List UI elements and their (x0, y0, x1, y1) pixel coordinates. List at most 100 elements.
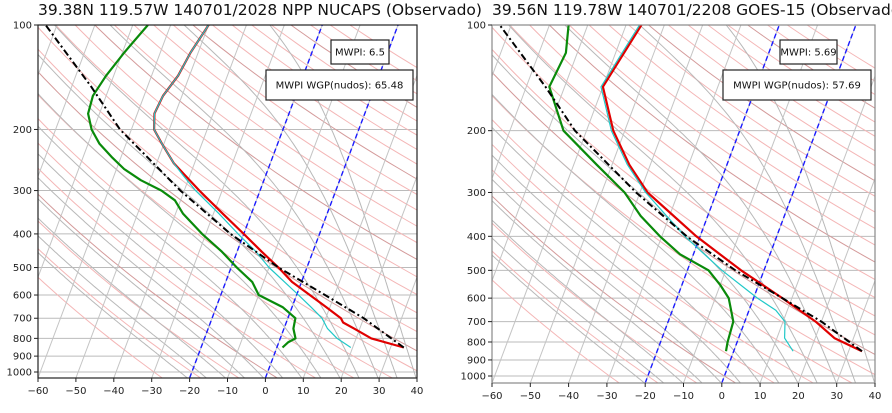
y-tick-label: 800 (467, 337, 486, 348)
dry-adiabat (153, 25, 417, 211)
isotherm (797, 177, 875, 383)
x-tick-label: −60 (481, 391, 502, 402)
moist-adiabat (38, 53, 341, 378)
x-tick-label: −10 (673, 391, 694, 402)
isotherm (378, 275, 417, 378)
x-tick-label: −30 (596, 391, 617, 402)
dry-adiabat (38, 26, 417, 314)
dry-adiabat (529, 25, 875, 281)
isotherm (529, 25, 665, 383)
moist-adiabat (38, 153, 284, 378)
dry-adiabat (492, 71, 875, 356)
mwpi-wgp-annotation: MWPI WGP(nudos): 65.48 (265, 69, 414, 101)
dry-adiabat (38, 48, 417, 333)
moist-adiabat (38, 92, 322, 378)
dry-adiabat (492, 118, 853, 383)
chart-title: 39.38N 119.57W 140701/2028 NPP NUCAPS (O… (38, 1, 482, 19)
dry-adiabat (38, 276, 163, 378)
x-tick-label: −60 (27, 386, 48, 397)
x-tick-label: −10 (217, 386, 238, 397)
dewpoint-profile (548, 25, 735, 352)
x-tick-label: 10 (754, 391, 767, 402)
dry-adiabat (568, 25, 875, 246)
isotherm (38, 25, 134, 279)
dry-adiabat (38, 220, 240, 378)
x-tick-label: −50 (520, 391, 541, 402)
x-tick-label: 20 (792, 391, 805, 402)
x-tick-label: 10 (297, 386, 310, 397)
dry-adiabat (38, 117, 393, 378)
y-tick-label: 500 (467, 266, 486, 277)
dry-adiabat (38, 247, 201, 378)
moist-adiabat (725, 25, 875, 383)
isotherm (113, 25, 247, 378)
y-tick-label: 1000 (461, 372, 486, 383)
isotherm (492, 25, 550, 180)
mwpi-annotation: MWPI: 5.69 (779, 39, 838, 65)
annotation-text: MWPI WGP(nudos): 57.69 (733, 81, 861, 92)
annotation-text: MWPI: 6.5 (335, 48, 385, 59)
x-tick-label: −50 (65, 386, 86, 397)
moist-adiabat (38, 176, 265, 378)
chart-title: 39.56N 119.78W 140701/2208 GOES-15 (Obse… (492, 1, 892, 19)
x-tick-label: 40 (869, 391, 882, 402)
dry-adiabat (38, 193, 278, 378)
isotherm (38, 25, 172, 378)
dry-adiabat (492, 26, 875, 317)
moist-adiabat (492, 154, 742, 383)
moist-adiabat (109, 25, 379, 378)
moist-adiabat (508, 25, 818, 383)
moist-adiabat (492, 178, 722, 383)
moist-adiabat (492, 199, 703, 383)
isotherm (38, 25, 58, 77)
isotherm (874, 381, 875, 383)
isotherm (836, 279, 875, 383)
x-tick-label: 30 (830, 391, 843, 402)
dry-adiabat (509, 25, 875, 299)
moist-adiabat (38, 125, 303, 378)
dry-adiabat (492, 279, 620, 383)
moist-adiabat (492, 254, 646, 383)
x-tick-label: 30 (373, 386, 386, 397)
dry-adiabat (172, 25, 417, 196)
y-tick-label: 900 (13, 352, 32, 363)
annotation-text: MWPI WGP(nudos): 65.48 (276, 81, 404, 92)
annotation-text: MWPI: 5.69 (780, 48, 836, 59)
isotherm (151, 25, 285, 378)
isotherm (0, 25, 19, 378)
dry-adiabat (94, 25, 417, 261)
dry-adiabat (133, 25, 417, 227)
virtual-temperature-profile (600, 25, 794, 352)
moist-adiabat (183, 25, 398, 378)
x-tick-label: 20 (335, 386, 348, 397)
dry-adiabat (492, 195, 736, 383)
isotherm (759, 74, 875, 383)
dry-adiabat (55, 25, 417, 296)
moist-adiabat (38, 198, 246, 378)
moist-adiabat (492, 93, 780, 383)
isotherm (492, 25, 589, 283)
y-tick-label: 400 (13, 229, 32, 240)
parcel-profile (44, 25, 405, 349)
dry-adiabat (549, 25, 875, 263)
x-tick-label: 0 (262, 386, 268, 397)
y-tick-label: 1000 (7, 368, 32, 379)
y-tick-label: 200 (13, 125, 32, 136)
dry-adiabat (38, 167, 316, 378)
dry-adiabat (608, 25, 875, 213)
dry-adiabat (492, 169, 775, 383)
x-tick-label: −40 (558, 391, 579, 402)
y-tick-label: 300 (467, 188, 486, 199)
dry-adiabat (114, 25, 417, 244)
y-tick-label: 500 (13, 263, 32, 274)
y-tick-label: 700 (13, 314, 32, 325)
y-tick-label: 700 (467, 317, 486, 328)
dry-adiabat (492, 143, 814, 383)
mwpi-wgp-annotation: MWPI WGP(nudos): 57.69 (722, 69, 872, 101)
dry-adiabat (74, 25, 417, 278)
x-tick-label: −40 (103, 386, 124, 397)
virtual-temperature-profile (153, 25, 352, 348)
